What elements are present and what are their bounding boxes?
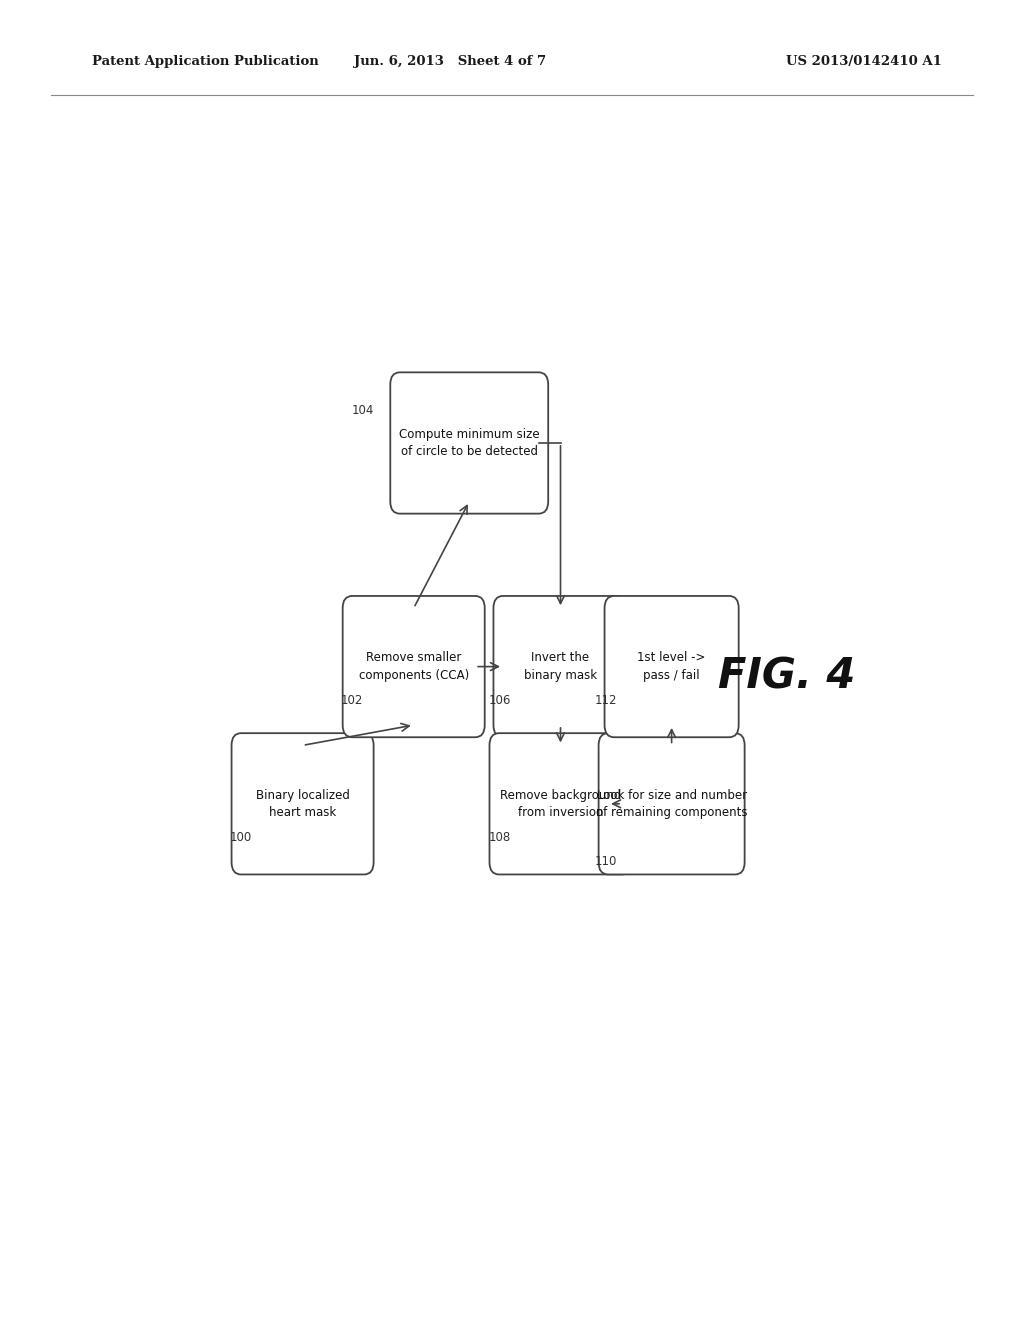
Text: Remove background
from inversion: Remove background from inversion: [500, 788, 622, 820]
Text: 100: 100: [229, 830, 252, 843]
FancyBboxPatch shape: [604, 595, 738, 738]
Text: FIG. 4: FIG. 4: [718, 656, 855, 698]
Text: 110: 110: [595, 855, 617, 869]
Text: Jun. 6, 2013   Sheet 4 of 7: Jun. 6, 2013 Sheet 4 of 7: [354, 55, 547, 69]
Text: Invert the
binary mask: Invert the binary mask: [524, 651, 597, 682]
FancyBboxPatch shape: [390, 372, 548, 513]
Text: 1st level ->
pass / fail: 1st level -> pass / fail: [637, 651, 706, 682]
Text: Patent Application Publication: Patent Application Publication: [92, 55, 318, 69]
FancyBboxPatch shape: [489, 733, 632, 874]
FancyBboxPatch shape: [599, 733, 744, 874]
Text: Remove smaller
components (CCA): Remove smaller components (CCA): [358, 651, 469, 682]
Text: US 2013/0142410 A1: US 2013/0142410 A1: [786, 55, 942, 69]
Text: Look for size and number
of remaining components: Look for size and number of remaining co…: [596, 788, 748, 820]
FancyBboxPatch shape: [494, 595, 628, 738]
Text: Compute minimum size
of circle to be detected: Compute minimum size of circle to be det…: [399, 428, 540, 458]
Text: 112: 112: [595, 693, 617, 706]
FancyBboxPatch shape: [231, 733, 374, 874]
Text: 106: 106: [489, 693, 511, 706]
Text: Binary localized
heart mask: Binary localized heart mask: [256, 788, 349, 820]
FancyBboxPatch shape: [343, 595, 484, 738]
Text: 108: 108: [489, 830, 511, 843]
Text: 102: 102: [341, 693, 364, 706]
Text: 104: 104: [352, 404, 374, 417]
